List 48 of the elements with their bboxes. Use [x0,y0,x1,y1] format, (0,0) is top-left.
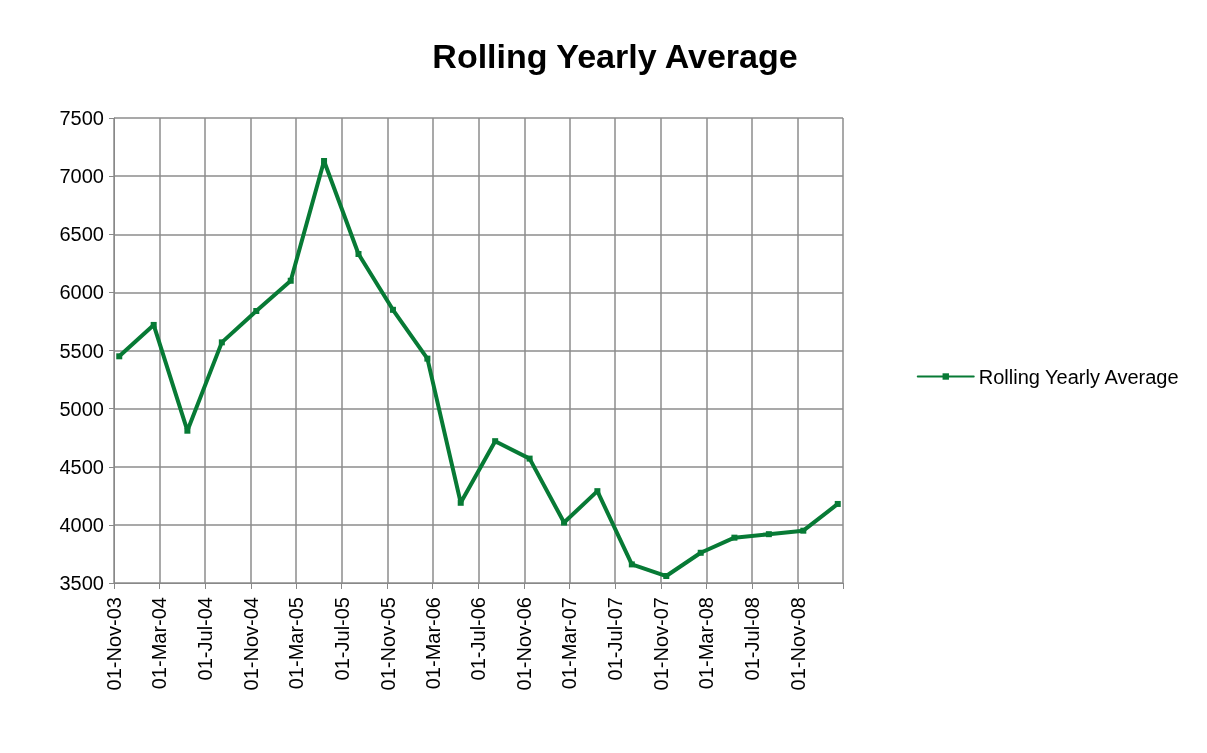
legend-label: Rolling Yearly Average [978,365,1179,388]
point [287,277,294,284]
point [321,158,328,165]
point [594,488,601,495]
y-tick-label: 7000 [59,165,104,188]
point [253,307,260,314]
y-tick-label: 5500 [59,339,104,362]
point [492,438,499,445]
x-tick-label: 01-Mar-08 [695,597,718,690]
point [526,455,533,462]
y-tick-label: 6500 [59,223,104,246]
point [628,561,635,568]
y-tick-label: 7500 [59,107,104,129]
point [663,573,670,580]
x-tick-label: 01-Jul-08 [741,597,764,681]
point [116,353,123,360]
point [457,499,464,506]
y-tick-label: 6000 [59,281,104,304]
x-tick-label: 01-Nov-07 [650,597,673,691]
x-tick-label: 01-Nov-06 [513,597,536,691]
x-tick-label: 01-Jul-04 [193,597,216,681]
point [834,500,841,507]
point [424,355,431,362]
x-tick-label: 01-Nov-05 [376,597,399,691]
y-tick-label: 4500 [59,455,104,478]
x-tick-label: 01-Nov-04 [240,597,263,691]
point [389,306,396,313]
y-tick-label: 5000 [59,397,104,420]
point [731,534,738,541]
point [765,531,772,538]
x-tick-label: 01-Mar-07 [558,597,581,690]
point [800,527,807,534]
point [218,339,225,346]
x-tick-label: 01-Jul-07 [603,597,626,681]
x-tick-label: 01-Jul-06 [467,597,490,681]
point [184,427,191,434]
point [697,549,704,556]
x-tick-label: 01-Mar-06 [421,597,444,690]
point [150,321,157,328]
x-tick-label: 01-Nov-03 [103,597,125,691]
x-tick-label: 01-Mar-05 [284,597,307,690]
x-tick-label: 01-Mar-04 [148,597,171,690]
chart-title: Rolling Yearly Average [432,37,798,75]
x-tick-label: 01-Nov-08 [787,597,810,691]
point [355,251,362,258]
x-tick-label: 01-Jul-05 [330,597,353,681]
y-tick-label: 4000 [59,513,104,536]
y-tick-label: 3500 [59,572,104,594]
